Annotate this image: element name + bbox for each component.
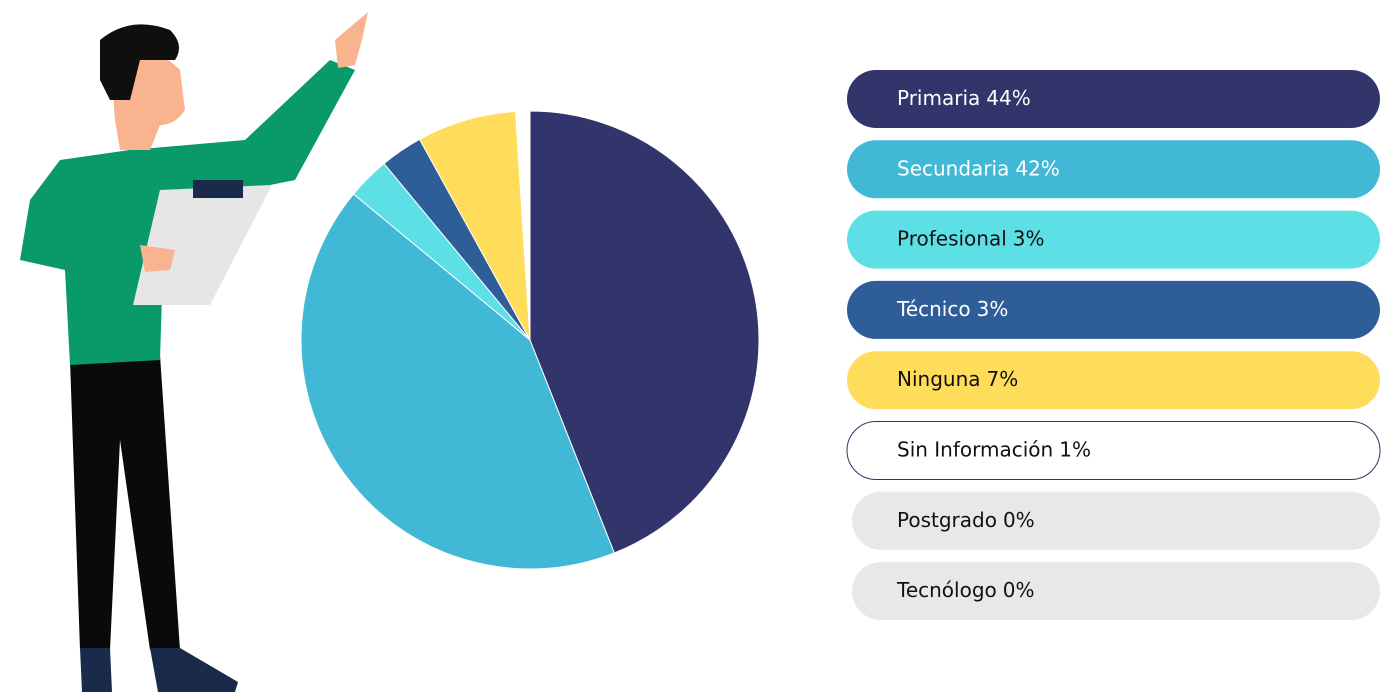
clip: [193, 180, 243, 198]
pie: [301, 111, 759, 569]
legend-category: Profesional: [897, 226, 1007, 250]
shoe: [80, 648, 112, 692]
chart: Primaria44%Secundaria42%Profesional3%Téc…: [0, 0, 1388, 698]
legend-value: 0%: [1003, 507, 1035, 531]
legend-value: 0%: [1003, 578, 1035, 602]
legend-category: Postgrado: [897, 507, 997, 531]
legend-category: Secundaria: [897, 156, 1009, 180]
legend-value: 1%: [1059, 437, 1091, 461]
legend-category: Técnico: [896, 296, 971, 320]
legs: [70, 355, 180, 650]
legend-category: Primaria: [897, 86, 980, 110]
legend-value: 7%: [987, 367, 1019, 391]
legend-value: 44%: [986, 86, 1030, 110]
legend-category: Ninguna: [897, 367, 981, 391]
legend-value: 3%: [1013, 226, 1045, 250]
hand: [335, 12, 368, 68]
legend-value: 3%: [977, 296, 1009, 320]
shoe: [150, 648, 238, 692]
legend-category: Tecnólogo: [896, 578, 997, 602]
legend-value: 42%: [1015, 156, 1059, 180]
legend-category: Sin Información: [897, 437, 1053, 461]
